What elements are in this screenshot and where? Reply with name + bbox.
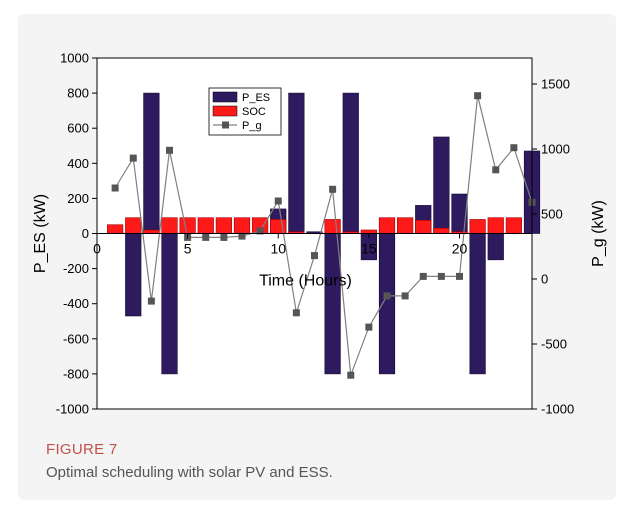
x-axis-title: Time (Hours) xyxy=(259,273,352,290)
p-g-point xyxy=(401,292,409,300)
p-g-point xyxy=(292,309,300,317)
p-g-point xyxy=(238,232,246,240)
legend-marker xyxy=(222,121,229,129)
p-g-point xyxy=(492,166,500,174)
right-tick-label: -500 xyxy=(541,337,567,352)
soc-bar xyxy=(469,219,486,234)
chart: 10008006004002000-200-400-600-800-100015… xyxy=(32,51,607,417)
right-tick-label: 1000 xyxy=(541,142,570,157)
p-g-point xyxy=(202,233,210,241)
x-tick-label: 10 xyxy=(270,241,286,257)
p-g-point xyxy=(166,146,173,154)
p-g-point xyxy=(129,154,137,162)
right-tick-label: 1500 xyxy=(541,77,570,92)
soc-bar xyxy=(433,227,450,234)
left-tick-label: -800 xyxy=(63,366,89,381)
p-g-point xyxy=(147,297,155,305)
left-tick-label: -600 xyxy=(63,331,89,346)
soc-bar xyxy=(397,217,414,234)
soc-bar xyxy=(487,217,504,234)
soc-bar xyxy=(143,229,160,234)
x-tick-label: 20 xyxy=(452,241,468,257)
legend-label: P_ES xyxy=(242,92,270,104)
left-tick-label: -200 xyxy=(63,261,89,276)
p-g-point xyxy=(220,233,228,241)
left-tick-label: 200 xyxy=(67,191,89,206)
legend-swatch xyxy=(212,105,238,117)
left-axis-title: P_ES (kW) xyxy=(32,194,49,273)
p-es-bar xyxy=(143,92,160,234)
p-g-point xyxy=(474,92,482,100)
legend-swatch xyxy=(212,91,238,103)
x-tick-label: 0 xyxy=(93,241,101,257)
right-axis-title: P_g (kW) xyxy=(590,200,607,267)
figure-label: FIGURE 7 xyxy=(46,441,118,458)
p-g-line xyxy=(114,95,533,376)
p-g-point xyxy=(510,144,518,152)
left-tick-label: -1000 xyxy=(56,402,89,417)
right-tick-label: -1000 xyxy=(541,402,574,417)
p-es-bar xyxy=(469,233,486,375)
left-tick-label: 0 xyxy=(82,226,89,241)
soc-bar xyxy=(197,217,214,234)
p-g-point xyxy=(274,197,282,205)
left-tick-label: 1000 xyxy=(60,51,89,66)
p-g-point xyxy=(329,185,337,193)
p-g-point xyxy=(256,227,264,235)
soc-bar xyxy=(233,217,251,234)
legend-label: P_g xyxy=(242,120,262,132)
p-es-bar xyxy=(125,233,142,317)
p-g-point xyxy=(437,272,445,280)
p-g-point xyxy=(111,184,119,192)
soc-bar xyxy=(161,217,178,234)
soc-bar xyxy=(107,224,124,234)
soc-bar xyxy=(505,217,522,234)
p-es-bar xyxy=(342,92,359,234)
right-tick-label: 500 xyxy=(541,207,563,222)
p-g-point xyxy=(365,323,373,331)
p-es-bar xyxy=(161,233,178,375)
left-tick-label: -400 xyxy=(63,296,89,311)
p-g-point xyxy=(311,252,318,260)
left-tick-label: 800 xyxy=(67,86,89,101)
p-es-bar xyxy=(288,92,305,234)
soc-bar xyxy=(125,217,142,234)
p-g-point xyxy=(456,272,463,280)
p-g-point xyxy=(383,292,391,300)
soc-bar xyxy=(179,217,196,234)
p-es-bar xyxy=(487,233,504,261)
left-tick-label: 600 xyxy=(67,121,89,136)
p-es-bar xyxy=(378,233,396,375)
p-es-bar xyxy=(324,233,341,375)
right-tick-label: 0 xyxy=(541,272,548,287)
soc-bar xyxy=(215,217,232,234)
left-tick-label: 400 xyxy=(67,156,89,171)
figure-caption: Optimal scheduling with solar PV and ESS… xyxy=(46,464,333,481)
x-tick-label: 15 xyxy=(361,241,377,257)
soc-bar xyxy=(378,217,396,234)
soc-bar xyxy=(415,220,432,234)
soc-bar xyxy=(360,229,377,234)
p-g-point xyxy=(419,272,427,280)
legend-label: SOC xyxy=(242,106,266,118)
soc-bar xyxy=(324,219,341,234)
x-tick-label: 5 xyxy=(184,241,192,257)
p-g-point xyxy=(347,371,355,379)
p-es-bar xyxy=(433,136,450,234)
